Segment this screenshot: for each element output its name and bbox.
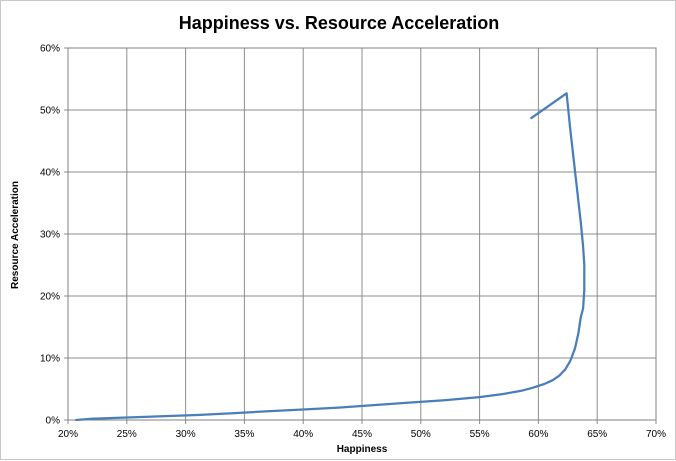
- y-tick-label: 50%: [40, 106, 60, 117]
- y-tick-labels: 0% 10% 20% 30% 40% 50% 60%: [40, 44, 60, 427]
- x-tick-label: 40%: [293, 429, 313, 440]
- x-tick-label: 35%: [234, 429, 254, 440]
- y-tick-label: 30%: [40, 230, 60, 241]
- y-tick-label: 40%: [40, 168, 60, 179]
- x-axis-title: Happiness: [337, 444, 388, 455]
- x-tick-labels: 20% 25% 30% 35% 40% 45% 50% 55% 60% 65% 70%: [58, 429, 666, 440]
- y-tick-label: 10%: [40, 354, 60, 365]
- y-axis-title: Resource Acceleration: [10, 181, 21, 289]
- x-tick-label: 30%: [176, 429, 196, 440]
- x-tick-label: 55%: [470, 429, 490, 440]
- x-tick-label: 45%: [352, 429, 372, 440]
- x-tick-label: 25%: [117, 429, 137, 440]
- y-tick-label: 60%: [40, 44, 60, 55]
- y-tick-label: 0%: [46, 416, 61, 427]
- x-tick-label: 50%: [411, 429, 431, 440]
- series-line: [75, 92, 586, 422]
- plot-area: [67, 47, 657, 421]
- x-tick-label: 20%: [58, 429, 78, 440]
- series-layer: [75, 92, 586, 422]
- x-tick-label: 65%: [587, 429, 607, 440]
- y-tick-label: 20%: [40, 292, 60, 303]
- chart-title: Happiness vs. Resource Acceleration: [179, 13, 499, 33]
- x-tick-label: 70%: [646, 429, 666, 440]
- x-tick-label: 60%: [528, 429, 548, 440]
